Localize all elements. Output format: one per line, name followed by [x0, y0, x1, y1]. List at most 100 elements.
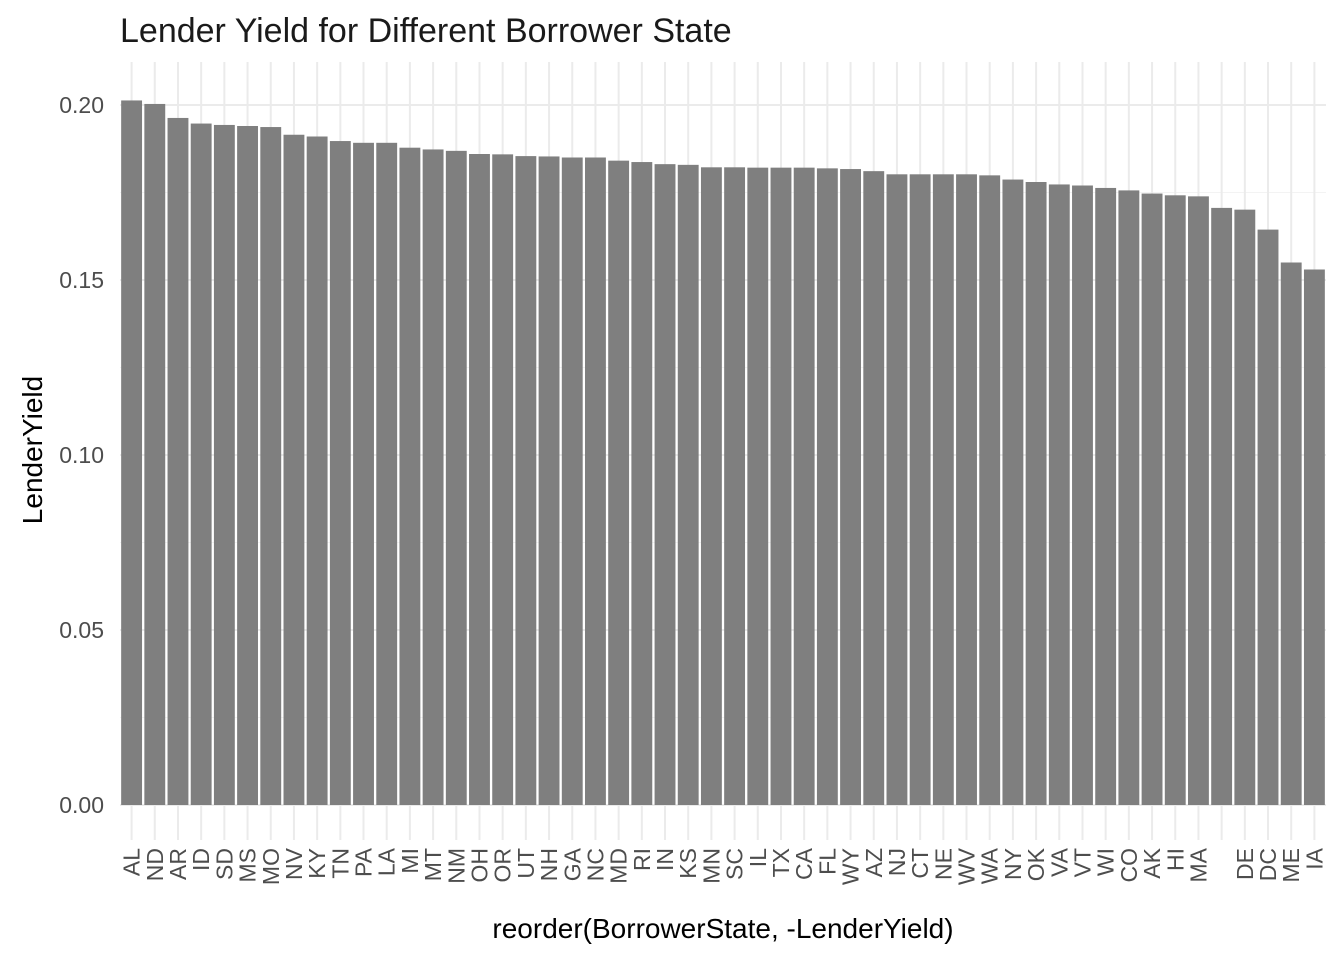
bar-VA	[1048, 184, 1070, 805]
x-tick-label: OR	[490, 848, 516, 883]
x-tick-label: CO	[1116, 848, 1142, 883]
x-tick-label: CT	[907, 848, 933, 879]
bar-NH	[538, 156, 560, 805]
x-tick-label: WI	[1093, 848, 1119, 876]
bar-SD	[213, 124, 235, 805]
x-tick-label: KS	[675, 848, 701, 879]
x-tick-label: LA	[374, 847, 400, 876]
x-tick-label: MA	[1185, 847, 1211, 882]
x-tick-label: PA	[351, 847, 377, 877]
bar-ND	[144, 103, 166, 805]
x-tick-label: NC	[582, 848, 608, 881]
x-tick-label: NV	[281, 847, 307, 880]
bar-NJ	[886, 174, 908, 806]
bar-MO	[260, 127, 282, 806]
x-tick-label: NH	[536, 848, 562, 881]
bar-MI	[399, 147, 421, 805]
bar-DC	[1257, 229, 1279, 806]
x-tick-label: WV	[954, 847, 980, 885]
bar-AK	[1141, 193, 1163, 806]
bar-RI	[631, 162, 653, 806]
bar-AZ	[863, 171, 885, 805]
bar-NY	[1002, 179, 1024, 806]
bar-PA	[353, 142, 374, 806]
bar-OH	[469, 154, 490, 805]
x-tick-label: OK	[1023, 847, 1049, 881]
bar-HI	[1164, 195, 1186, 806]
x-tick-label: RI	[629, 848, 655, 871]
bar-CT	[909, 174, 931, 806]
bar-TX	[770, 167, 792, 805]
x-tick-label: MO	[258, 848, 284, 885]
bar-WV	[956, 174, 977, 806]
x-tick-label: ND	[142, 848, 168, 881]
x-tick-label: NM	[443, 848, 469, 884]
bar-KS	[677, 164, 699, 806]
y-tick-label: 0.05	[59, 617, 104, 643]
bar-KY	[306, 136, 328, 805]
x-tick-label: IA	[1301, 847, 1327, 869]
bar-FL	[816, 168, 838, 806]
y-tick-label: 0.20	[59, 92, 104, 118]
bar-ME	[1280, 262, 1302, 805]
x-tick-label: MD	[606, 848, 632, 884]
chart-title: Lender Yield for Different Borrower Stat…	[120, 12, 732, 50]
x-tick-label: HI	[1162, 848, 1188, 871]
bar-WY	[840, 169, 861, 806]
x-tick-label: TN	[327, 848, 353, 879]
x-tick-label: NJ	[884, 848, 910, 876]
bar-LA	[376, 142, 398, 806]
bar-GA	[561, 157, 583, 805]
x-tick-label: UT	[513, 848, 539, 879]
x-tick-label: FL	[814, 848, 840, 875]
bar-WA	[979, 175, 1001, 806]
x-tick-label: ID	[188, 848, 214, 871]
x-tick-label: MI	[397, 848, 423, 874]
x-tick-label: VA	[1046, 847, 1072, 877]
x-tick-label: MT	[420, 848, 446, 881]
bar-CA	[793, 167, 815, 805]
x-tick-label: MS	[235, 848, 261, 883]
bar-SC	[724, 167, 746, 806]
bar-AR	[167, 117, 189, 805]
x-tick-label: SD	[211, 848, 237, 880]
x-tick-labels: ALNDARIDSDMSMONVKYTNPALAMIMTNMOHORUTNHGA…	[119, 847, 1328, 885]
x-tick-label: WA	[977, 847, 1003, 884]
bars	[121, 100, 1325, 806]
x-tick-label: DE	[1232, 848, 1258, 880]
bar-MN	[700, 167, 722, 806]
x-tick-label: IL	[745, 848, 771, 867]
bar-MS	[237, 126, 258, 805]
x-tick-label: AZ	[861, 848, 887, 877]
bar-MT	[422, 149, 444, 805]
x-tick-label: AL	[119, 848, 145, 876]
x-tick-label: SC	[722, 848, 748, 880]
bar-NC	[585, 157, 606, 805]
bar-MD	[608, 160, 630, 805]
x-tick-label: IN	[652, 848, 678, 871]
x-tick-label: MN	[698, 848, 724, 884]
bar-DE	[1234, 209, 1256, 805]
x-tick-label: KY	[304, 848, 330, 879]
x-axis-title: reorder(BorrowerState, -LenderYield)	[492, 913, 953, 944]
x-tick-label: AK	[1139, 847, 1165, 878]
bar-NV	[283, 134, 305, 805]
x-tick-label: WY	[838, 848, 864, 885]
bar-IN	[654, 164, 676, 805]
bar-OK	[1025, 182, 1047, 805]
bar-VT	[1072, 185, 1093, 805]
y-axis-title: LenderYield	[17, 376, 48, 524]
x-tick-label: CA	[791, 847, 817, 880]
y-tick-label: 0.15	[59, 267, 104, 293]
y-tick-labels: 0.00 0.05 0.10 0.15 0.20	[59, 92, 104, 818]
x-tick-label: AR	[165, 848, 191, 880]
bar-OR	[492, 154, 514, 806]
x-tick-label: ME	[1278, 848, 1304, 883]
bar-blank	[1211, 207, 1233, 805]
x-tick-label: OH	[466, 848, 492, 883]
bar-NE	[932, 174, 954, 806]
y-tick-label: 0.00	[59, 792, 104, 818]
x-tick-label: TX	[768, 848, 794, 877]
x-tick-label: GA	[559, 847, 585, 881]
